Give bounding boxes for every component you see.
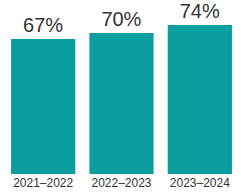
svg-text:67%: 67% [23,14,63,36]
svg-text:2022–2023: 2022–2023 [91,176,151,190]
svg-text:74%: 74% [180,0,220,22]
svg-text:70%: 70% [101,8,141,30]
svg-text:2023–2024: 2023–2024 [170,176,230,190]
svg-text:2021–2022: 2021–2022 [13,176,73,190]
